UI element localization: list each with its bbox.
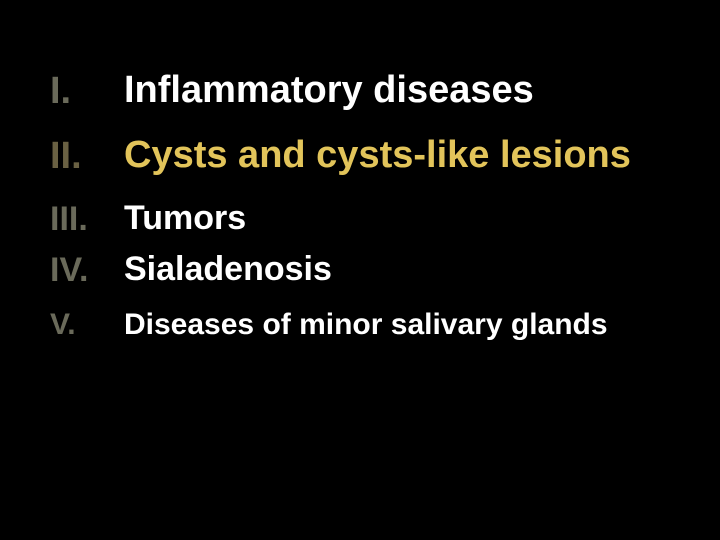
list-item: I. Inflammatory diseases [50,70,670,113]
item-text: Inflammatory diseases [124,70,534,111]
item-numeral: V. [50,308,124,342]
list-item: IV. Sialadenosis [50,251,670,290]
item-text: Cysts and cysts-like lesions [124,135,631,176]
outline-list: I. Inflammatory diseases II. Cysts and c… [50,70,670,343]
item-text: Tumors [124,200,246,237]
item-numeral: II. [50,135,124,178]
item-text: Diseases of minor salivary glands [124,308,608,343]
item-numeral: I. [50,70,124,113]
item-numeral: III. [50,200,124,239]
list-item: II. Cysts and cysts-like lesions [50,135,670,178]
item-numeral: IV. [50,251,124,290]
item-text: Sialadenosis [124,251,332,288]
list-item: III. Tumors [50,200,670,239]
list-item: V. Diseases of minor salivary glands [50,308,670,343]
